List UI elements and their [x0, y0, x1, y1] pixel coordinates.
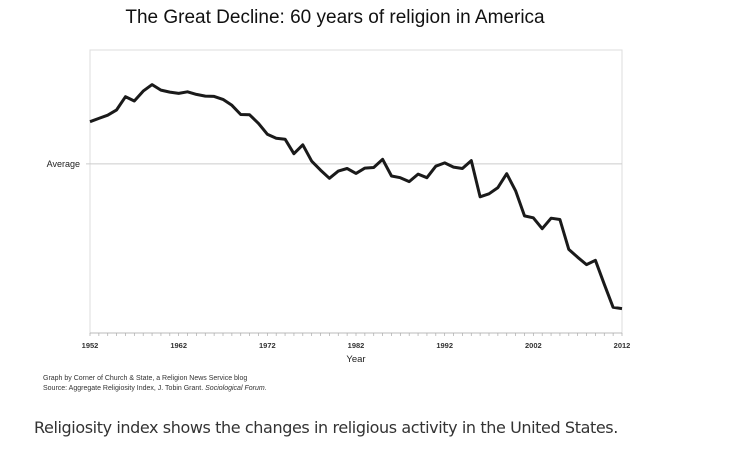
- x-tick-label: 1972: [259, 341, 276, 350]
- line-chart: Average 1952 1962 1972 1982 1992 2002 2012 Year: [47, 49, 631, 365]
- figure-caption: Religiosity index shows the changes in r…: [34, 418, 618, 437]
- average-label: Average: [47, 159, 80, 169]
- x-tick-label: 1992: [436, 341, 453, 350]
- footnote-source: Source: Aggregate Religiosity Index, J. …: [43, 385, 267, 392]
- chart-title: The Great Decline: 60 years of religion …: [125, 7, 545, 28]
- footnote-credit: Graph by Corner of Church & State, a Rel…: [43, 375, 248, 382]
- series-line: [89, 83, 623, 311]
- x-tick-label: 2012: [614, 341, 631, 350]
- x-axis-label: Year: [346, 354, 365, 365]
- x-tick-label: 1962: [170, 341, 187, 350]
- footnote-source-text: Source: Aggregate Religiosity Index, J. …: [43, 385, 206, 392]
- x-tick-label: 2002: [525, 341, 542, 350]
- x-tick-label: 1952: [82, 341, 99, 350]
- footnote-journal: Sociological Forum.: [205, 385, 267, 392]
- x-tick-label: 1982: [348, 341, 365, 350]
